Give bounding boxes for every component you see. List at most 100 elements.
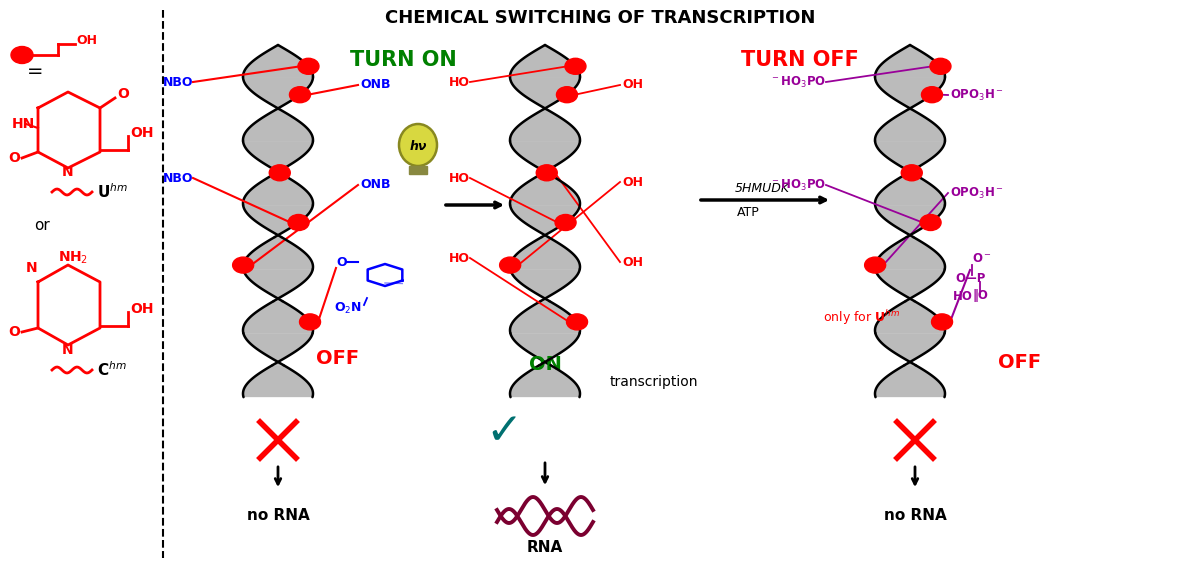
Ellipse shape (269, 165, 290, 181)
Text: =: = (26, 63, 43, 81)
Text: OH: OH (622, 79, 643, 92)
Polygon shape (875, 333, 944, 365)
Polygon shape (510, 205, 580, 237)
Text: OH: OH (130, 126, 154, 140)
Polygon shape (244, 237, 313, 269)
Ellipse shape (566, 314, 588, 330)
Text: O: O (8, 151, 20, 165)
Polygon shape (244, 173, 313, 205)
Polygon shape (875, 45, 944, 77)
Ellipse shape (930, 58, 950, 75)
Text: $\mathbf{U}^{hm}$: $\mathbf{U}^{hm}$ (97, 182, 128, 201)
Ellipse shape (298, 58, 319, 75)
Text: O$_2$N: O$_2$N (334, 301, 362, 315)
Ellipse shape (300, 314, 320, 330)
Ellipse shape (233, 257, 253, 273)
Polygon shape (510, 301, 580, 333)
Text: O—P: O—P (955, 272, 985, 285)
Ellipse shape (11, 46, 34, 63)
Text: CHEMICAL SWITCHING OF TRANSCRIPTION: CHEMICAL SWITCHING OF TRANSCRIPTION (385, 9, 815, 27)
Polygon shape (875, 365, 944, 397)
Polygon shape (510, 269, 580, 301)
Text: OPO$_3$H$^-$: OPO$_3$H$^-$ (950, 185, 1004, 201)
Text: HO: HO (449, 76, 470, 89)
Text: NBO: NBO (162, 76, 193, 89)
Polygon shape (244, 333, 313, 365)
Text: OH: OH (622, 176, 643, 189)
Text: or: or (34, 218, 50, 233)
Ellipse shape (288, 215, 310, 231)
Text: TURN OFF: TURN OFF (742, 50, 859, 70)
Text: no RNA: no RNA (883, 507, 947, 523)
Text: OH: OH (622, 255, 643, 268)
Polygon shape (510, 141, 580, 173)
Text: hν: hν (409, 141, 427, 154)
Ellipse shape (556, 215, 576, 231)
Ellipse shape (931, 314, 953, 330)
Polygon shape (510, 237, 580, 269)
Text: no RNA: no RNA (247, 507, 310, 523)
Text: OFF: OFF (317, 349, 360, 367)
Text: transcription: transcription (610, 375, 698, 389)
Text: only for $\mathbf{U}^{hm}$: only for $\mathbf{U}^{hm}$ (823, 308, 901, 328)
Polygon shape (875, 205, 944, 237)
Ellipse shape (922, 86, 942, 103)
Text: NH$_2$: NH$_2$ (58, 250, 89, 266)
Text: OH: OH (76, 34, 97, 47)
Text: 5HMUDK: 5HMUDK (734, 181, 790, 194)
Ellipse shape (920, 215, 941, 231)
Ellipse shape (289, 86, 311, 103)
Text: HN: HN (12, 117, 35, 131)
Text: ATP: ATP (737, 206, 760, 219)
Ellipse shape (536, 165, 557, 181)
Text: O: O (8, 325, 20, 339)
Polygon shape (510, 77, 580, 109)
Text: ONB: ONB (360, 79, 390, 92)
Polygon shape (244, 301, 313, 333)
Ellipse shape (499, 257, 521, 273)
Text: HO: HO (953, 289, 973, 302)
Polygon shape (510, 365, 580, 397)
Text: $\mathbf{C}^{hm}$: $\mathbf{C}^{hm}$ (97, 360, 127, 379)
Polygon shape (875, 141, 944, 173)
Polygon shape (875, 77, 944, 109)
Text: O: O (336, 255, 347, 268)
Text: OH: OH (130, 302, 154, 316)
Text: N: N (62, 343, 73, 357)
Polygon shape (510, 333, 580, 365)
Ellipse shape (865, 257, 886, 273)
Text: HO: HO (449, 251, 470, 264)
Text: ONB: ONB (360, 179, 390, 192)
Polygon shape (244, 141, 313, 173)
Text: O$^-$: O$^-$ (972, 251, 991, 264)
Polygon shape (244, 109, 313, 141)
Polygon shape (244, 77, 313, 109)
Polygon shape (875, 109, 944, 141)
Text: NBO: NBO (162, 172, 193, 185)
Bar (409, 166, 427, 174)
Ellipse shape (565, 58, 586, 75)
Polygon shape (875, 269, 944, 301)
Polygon shape (875, 173, 944, 205)
Polygon shape (510, 173, 580, 205)
Ellipse shape (901, 165, 923, 181)
Text: $^-$HO$_3$PO: $^-$HO$_3$PO (770, 177, 826, 193)
Text: ‖O: ‖O (972, 289, 988, 302)
Ellipse shape (557, 86, 577, 103)
Polygon shape (510, 45, 580, 77)
Polygon shape (244, 45, 313, 77)
Text: OPO$_3$H$^-$: OPO$_3$H$^-$ (950, 88, 1004, 103)
Text: ✓: ✓ (485, 411, 523, 454)
Text: N: N (62, 165, 73, 179)
Text: O: O (118, 87, 128, 101)
Text: N: N (26, 261, 37, 275)
Text: $^-$HO$_3$PO: $^-$HO$_3$PO (770, 75, 826, 89)
Text: HO: HO (449, 172, 470, 185)
Polygon shape (875, 301, 944, 333)
Polygon shape (244, 365, 313, 397)
Text: ON: ON (528, 355, 562, 375)
Text: OFF: OFF (998, 353, 1042, 372)
Polygon shape (510, 109, 580, 141)
Polygon shape (875, 237, 944, 269)
Polygon shape (244, 205, 313, 237)
